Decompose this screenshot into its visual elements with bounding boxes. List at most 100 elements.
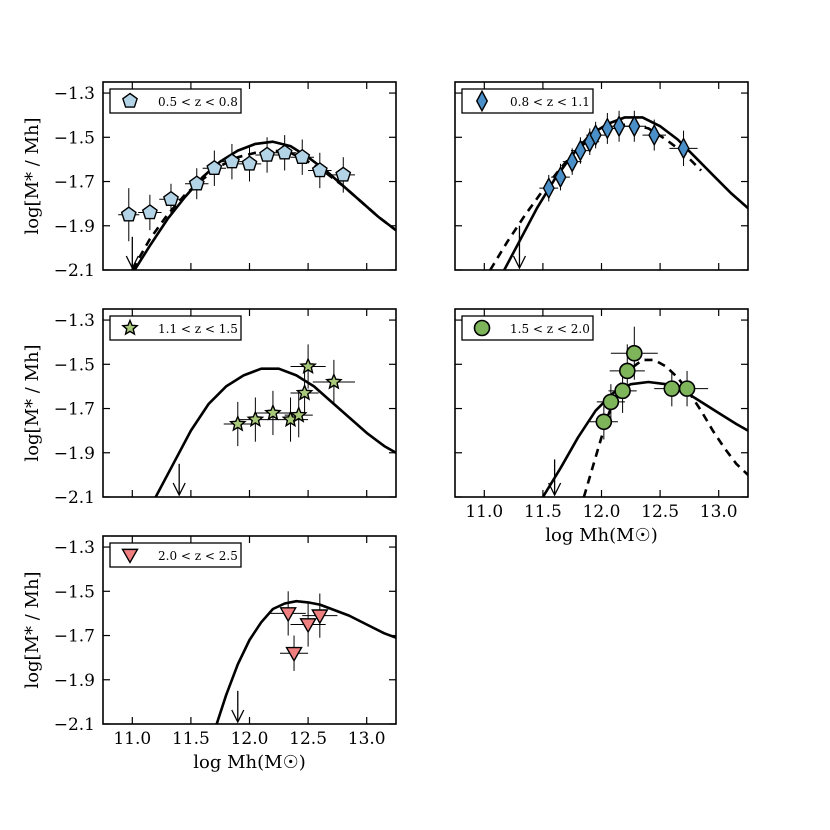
x-tick-label: 13.0 <box>700 502 738 522</box>
plot-frame <box>454 308 749 498</box>
data-point <box>677 137 690 160</box>
legend-label: 0.5 < z < 0.8 <box>158 95 238 109</box>
data-point <box>241 155 258 171</box>
data-point <box>311 162 328 178</box>
y-tick-label: −2.1 <box>54 715 95 735</box>
y-axis-label: log[M* / Mh] <box>22 117 43 234</box>
x-tick-label: 11.5 <box>524 502 562 522</box>
legend-marker <box>475 89 489 113</box>
data-point <box>120 206 137 222</box>
data-point <box>299 618 317 634</box>
plot-frame <box>454 81 749 271</box>
data-point <box>628 115 641 138</box>
data-point <box>223 153 240 169</box>
plot-frame <box>102 535 397 725</box>
x-tick-label: 12.0 <box>231 729 269 749</box>
plot-frame <box>102 308 397 498</box>
data-layer <box>541 326 748 497</box>
y-tick-label: −2.1 <box>54 488 95 508</box>
data-point <box>663 380 681 397</box>
upper-limit-arrowhead <box>231 709 245 724</box>
model-curve-solid <box>541 380 748 497</box>
x-tick-label: 11.5 <box>172 729 210 749</box>
upper-limit-arrowhead <box>125 255 139 270</box>
data-point <box>264 403 282 421</box>
data-point <box>141 204 158 220</box>
panel-middle-right: 11.0 11.5 12.0 12.5 13.0 log Mh(M☉) 1.5 < z < … <box>454 308 749 546</box>
legend-marker <box>122 92 138 108</box>
model-curve-solid <box>502 116 748 270</box>
panel-middle-left: −1.3 −1.5 −1.7 −1.9 −2.1 log[M* / Mh] 1.1 < z … <box>22 308 397 508</box>
x-axis-label: log Mh(M☉) <box>545 525 657 546</box>
upper-limit-arrowhead <box>512 255 527 270</box>
model-curve-solid <box>215 599 396 724</box>
legend-label: 1.5 < z < 2.0 <box>510 322 590 336</box>
legend-marker <box>121 318 139 336</box>
y-tick-label: −2.1 <box>54 261 95 281</box>
data-layer <box>215 591 396 724</box>
panel-bottom-left: −1.3 −1.5 −1.7 −1.9 −2.1 11.0 11.5 12.0 12.5 13.0… <box>22 535 397 773</box>
data-point <box>614 382 631 400</box>
x-tick-label: 12.5 <box>289 729 327 749</box>
x-tick-label: 11.0 <box>113 729 151 749</box>
y-tick-label: −1.5 <box>54 355 95 375</box>
x-tick-label: 13.0 <box>348 729 386 749</box>
data-point <box>335 166 352 182</box>
legend-marker <box>473 319 491 337</box>
y-tick-label: −1.7 <box>54 627 95 647</box>
y-axis-label: log[M* / Mh] <box>22 571 43 688</box>
data-point <box>311 609 329 625</box>
y-tick-label: −1.7 <box>54 173 95 193</box>
x-tick-label: 12.0 <box>583 502 621 522</box>
model-curve-dashed <box>582 358 748 497</box>
data-point <box>595 413 613 431</box>
data-point <box>574 139 587 162</box>
y-axis-label: log[M* / Mh] <box>22 344 43 461</box>
y-tick-label: −1.9 <box>54 671 95 691</box>
y-tick-label: −1.5 <box>54 128 95 148</box>
data-point <box>295 383 314 401</box>
data-point <box>206 159 223 176</box>
data-point <box>279 607 297 623</box>
data-point <box>613 115 626 138</box>
y-tick-label: −1.3 <box>54 538 95 558</box>
data-point <box>299 357 317 375</box>
data-point <box>188 175 205 191</box>
y-tick-label: −1.5 <box>54 582 95 602</box>
data-point <box>325 372 343 390</box>
data-layer <box>118 135 396 270</box>
legend: 1.5 < z < 2.0 <box>461 315 594 341</box>
legend: 0.5 < z < 0.8 <box>109 88 242 114</box>
y-tick-label: −1.9 <box>54 444 95 464</box>
data-point <box>285 646 303 663</box>
upper-limit-arrowhead <box>548 482 562 497</box>
plot-frame <box>102 81 397 271</box>
x-axis-label: log Mh(M☉) <box>193 752 305 773</box>
data-point <box>163 190 179 206</box>
data-point <box>228 414 247 432</box>
data-point <box>589 123 602 147</box>
data-layer <box>154 344 396 497</box>
data-point <box>276 144 293 160</box>
data-point <box>601 117 614 140</box>
x-tick-label: 11.0 <box>465 502 503 522</box>
legend: 1.1 < z < 1.5 <box>109 315 242 341</box>
data-point <box>602 393 620 411</box>
y-tick-label: −1.9 <box>54 217 95 237</box>
y-tick-label: −1.7 <box>54 400 95 420</box>
legend-label: 1.1 < z < 1.5 <box>158 322 238 336</box>
y-tick-label: −1.3 <box>54 311 95 331</box>
data-point <box>542 176 555 200</box>
x-tick-label: 12.5 <box>641 502 679 522</box>
data-point <box>618 362 636 380</box>
data-point <box>626 344 643 362</box>
data-point <box>554 165 567 189</box>
legend-marker <box>121 548 139 564</box>
data-point <box>648 123 661 147</box>
model-curve-dashed <box>131 149 396 270</box>
y-tick-label: −1.3 <box>54 84 95 104</box>
data-point <box>294 148 311 164</box>
data-layer <box>489 110 748 270</box>
model-curve-solid <box>154 367 396 497</box>
